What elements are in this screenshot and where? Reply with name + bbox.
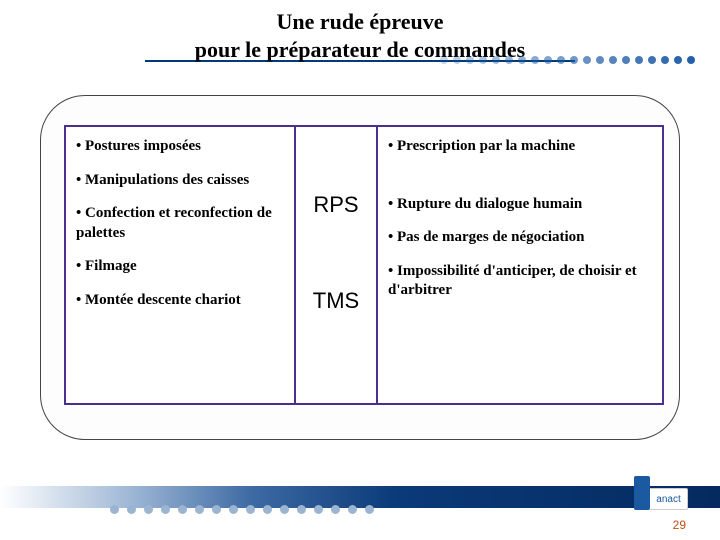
list-item: • Impossibilité d'anticiper, de choisir … [388,262,654,301]
logo: anact [634,476,688,510]
list-item: • Manipulations des caisses [76,171,286,191]
list-item: • Rupture du dialogue humain [388,195,654,215]
right-item-text: Rupture du dialogue humain [397,196,582,212]
mid-label-top: RPS [313,192,358,218]
left-item-text: Postures imposées [85,138,201,154]
logo-blue-block [634,476,650,510]
middle-column: RPS TMS [296,127,378,403]
list-item: • Prescription par la machine [388,137,654,157]
logo-text: anact [650,488,688,510]
content-table: • Postures imposées • Manipulations des … [64,125,664,405]
page-number: 29 [673,518,686,532]
mid-label-bottom: TMS [313,288,359,314]
title-line1: Une rude épreuve [276,9,443,34]
left-item-text: Montée descente chariot [85,292,241,308]
list-item: • Confection et reconfection de palettes [76,204,286,243]
list-item: • Filmage [76,257,286,277]
list-item: • Montée descente chariot [76,291,286,311]
left-item-text: Confection et reconfection de palettes [76,205,272,241]
right-item-text: Prescription par la machine [397,138,575,154]
left-item-text: Manipulations des caisses [85,172,249,188]
right-item-text: Pas de marges de négociation [397,229,584,245]
header-dots [440,56,695,64]
slide-title: Une rude épreuve pour le préparateur de … [0,0,720,63]
footer-dots [110,505,374,514]
list-item: • Pas de marges de négociation [388,228,654,248]
left-column: • Postures imposées • Manipulations des … [66,127,296,403]
right-column: • Prescription par la machine • Rupture … [378,127,662,403]
right-item-text: Impossibilité d'anticiper, de choisir et… [388,263,637,299]
list-item: • Postures imposées [76,137,286,157]
left-item-text: Filmage [85,258,137,274]
